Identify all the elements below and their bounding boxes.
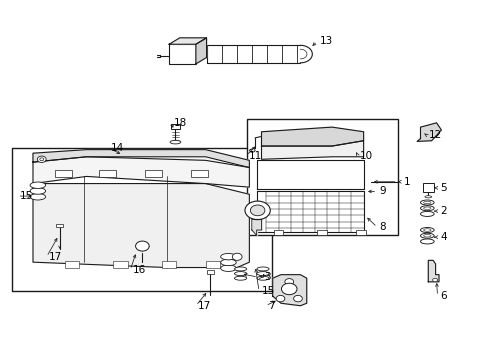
Text: 13: 13	[319, 36, 332, 46]
Ellipse shape	[420, 211, 433, 216]
Ellipse shape	[423, 201, 430, 204]
Text: 7: 7	[267, 301, 274, 311]
Circle shape	[232, 253, 242, 260]
Ellipse shape	[220, 259, 236, 266]
Ellipse shape	[423, 234, 430, 237]
Text: 10: 10	[360, 151, 372, 161]
Polygon shape	[261, 141, 363, 159]
Circle shape	[285, 279, 293, 285]
Polygon shape	[169, 38, 206, 44]
Bar	[55, 170, 72, 177]
Bar	[170, 123, 180, 129]
Polygon shape	[416, 123, 441, 141]
Text: 16: 16	[132, 265, 145, 275]
Text: 6: 6	[439, 291, 446, 301]
Ellipse shape	[234, 267, 246, 271]
Bar	[205, 261, 220, 267]
Circle shape	[37, 156, 46, 162]
Bar	[356, 230, 366, 235]
Text: 9: 9	[379, 186, 386, 197]
Text: 5: 5	[439, 183, 446, 193]
Bar	[317, 230, 326, 235]
Ellipse shape	[170, 140, 181, 144]
Ellipse shape	[423, 229, 430, 231]
Ellipse shape	[220, 253, 236, 260]
Ellipse shape	[256, 276, 268, 280]
Text: 11: 11	[248, 151, 261, 161]
Bar	[273, 230, 283, 235]
Circle shape	[276, 296, 285, 302]
Text: 18: 18	[174, 118, 187, 128]
Circle shape	[244, 201, 270, 220]
Ellipse shape	[234, 272, 246, 275]
Polygon shape	[33, 157, 249, 187]
Text: 17: 17	[198, 301, 211, 311]
Polygon shape	[261, 127, 363, 146]
Ellipse shape	[256, 272, 268, 275]
Ellipse shape	[424, 196, 431, 198]
Ellipse shape	[420, 200, 433, 205]
Polygon shape	[33, 184, 249, 267]
Ellipse shape	[423, 207, 430, 210]
Text: 12: 12	[428, 130, 442, 140]
Bar	[144, 170, 162, 177]
Bar	[246, 119, 397, 235]
Bar	[191, 170, 207, 177]
Polygon shape	[251, 219, 261, 235]
Bar	[162, 261, 176, 267]
Text: 15: 15	[20, 191, 33, 201]
Bar	[422, 183, 433, 192]
Ellipse shape	[30, 182, 45, 188]
Polygon shape	[256, 191, 363, 232]
Polygon shape	[427, 260, 438, 282]
Ellipse shape	[420, 228, 433, 233]
Ellipse shape	[420, 206, 433, 211]
Circle shape	[293, 296, 302, 302]
Text: 3: 3	[264, 272, 270, 282]
Polygon shape	[33, 150, 249, 167]
Circle shape	[432, 278, 437, 282]
Ellipse shape	[420, 233, 433, 238]
Ellipse shape	[220, 265, 236, 271]
Bar	[99, 170, 116, 177]
Bar	[64, 261, 79, 267]
Bar	[169, 44, 196, 64]
Text: 15: 15	[261, 287, 274, 296]
Ellipse shape	[30, 194, 45, 200]
Polygon shape	[256, 159, 363, 189]
Text: 17: 17	[49, 252, 62, 262]
Polygon shape	[272, 275, 306, 306]
Circle shape	[135, 241, 149, 251]
Ellipse shape	[420, 239, 433, 244]
Ellipse shape	[234, 276, 246, 280]
Bar	[206, 270, 213, 274]
Text: 8: 8	[379, 222, 386, 232]
Text: 2: 2	[439, 206, 446, 216]
Bar	[56, 224, 63, 227]
Bar	[113, 261, 127, 267]
Text: 4: 4	[439, 232, 446, 242]
Ellipse shape	[256, 267, 268, 271]
Bar	[12, 148, 272, 291]
Circle shape	[250, 205, 264, 216]
Text: 14: 14	[111, 143, 124, 153]
Ellipse shape	[30, 188, 45, 194]
Polygon shape	[196, 38, 206, 64]
Text: 1: 1	[403, 177, 410, 187]
Circle shape	[281, 283, 296, 295]
Circle shape	[40, 158, 43, 161]
